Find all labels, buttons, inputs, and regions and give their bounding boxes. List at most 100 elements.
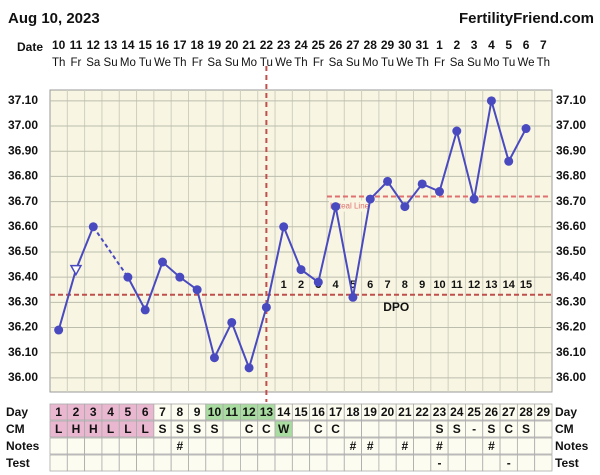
cell-value: 22 (415, 405, 429, 419)
weekday-label: Tu (502, 57, 515, 69)
cell-value: 27 (502, 405, 516, 419)
table-cell (326, 454, 345, 472)
date-label: 30 (398, 38, 412, 52)
table-cell (84, 454, 103, 472)
dpo-label: DPO (383, 300, 409, 314)
date-label: 25 (312, 38, 326, 52)
temperature-point (486, 96, 496, 106)
dpo-number: 9 (419, 279, 425, 291)
cell-value: # (436, 439, 443, 453)
table-cell (188, 437, 207, 455)
date-label: Date (17, 40, 43, 54)
weekday-label: Sa (329, 57, 344, 69)
y-tick-label: 36.50 (8, 244, 38, 258)
dpo-number: 13 (485, 279, 497, 291)
temperature-point (313, 277, 323, 287)
date-label: 29 (381, 38, 395, 52)
weekday-label: Su (225, 57, 239, 69)
temperature-point (296, 265, 306, 275)
table-cell (222, 420, 241, 438)
weekday-label: Sa (450, 57, 465, 69)
date-label: 10 (52, 38, 66, 52)
weekday-label: Th (537, 57, 550, 69)
row-label-right: Notes (555, 439, 589, 453)
table-cell (447, 454, 466, 472)
temperature-point (365, 194, 375, 204)
y-tick-label-right: 36.80 (556, 169, 586, 183)
table-cell (361, 420, 380, 438)
cell-value: 8 (176, 405, 183, 419)
cell-value: 17 (329, 405, 343, 419)
table-cell (291, 454, 311, 472)
table-cell (447, 437, 466, 455)
cell-value: C (331, 422, 340, 436)
y-tick-label-right: 37.10 (556, 93, 586, 107)
y-tick-label: 36.00 (8, 370, 38, 384)
cell-value: 4 (107, 405, 114, 419)
date-label: 2 (453, 38, 460, 52)
y-tick-label-right: 37.00 (556, 118, 586, 132)
y-tick-label-right: 36.40 (556, 269, 586, 283)
cell-value: 19 (364, 405, 378, 419)
date-label: 26 (329, 38, 343, 52)
cell-value: 20 (381, 405, 395, 419)
table-cell (49, 454, 68, 472)
table-cell (378, 420, 397, 438)
cell-value: 10 (208, 405, 222, 419)
y-tick-label: 36.40 (8, 269, 38, 283)
temperature-point-open (69, 264, 83, 277)
cell-value: 21 (398, 405, 412, 419)
dpo-number: 5 (350, 279, 356, 291)
cell-value: S (193, 422, 201, 436)
weekday-label: Su (346, 57, 360, 69)
cell-value: # (350, 439, 357, 453)
dpo-number: 8 (402, 279, 408, 291)
cell-value: C (314, 422, 323, 436)
y-tick-label-right: 36.90 (556, 143, 586, 157)
table-cell (516, 437, 536, 455)
date-label: 7 (540, 38, 547, 52)
cell-value: 11 (225, 405, 238, 419)
date-label: 13 (104, 38, 118, 52)
table-cell (326, 437, 345, 455)
dpo-number: 12 (468, 279, 480, 291)
cell-value: # (488, 439, 495, 453)
table-cell (413, 420, 432, 438)
chart-title: Aug 10, 2023 (8, 10, 100, 27)
weekday-label: Tu (381, 57, 394, 69)
cell-value: 9 (194, 405, 201, 419)
date-label: 23 (277, 38, 291, 52)
table-cell (378, 437, 397, 455)
cell-value: S (435, 422, 443, 436)
row-label: Notes (6, 439, 40, 453)
site-name: FertilityFriend.com (459, 10, 594, 27)
date-label: 11 (70, 38, 83, 52)
cell-value: 25 (467, 405, 481, 419)
date-label: 14 (121, 38, 135, 52)
row-label-right: Day (555, 405, 577, 419)
table-cell (482, 454, 501, 472)
temperature-point (123, 272, 133, 282)
temperature-point (452, 126, 462, 136)
temperature-point (279, 222, 289, 232)
cell-value: S (453, 422, 461, 436)
weekday-label: Fr (71, 57, 82, 69)
cell-value: S (487, 422, 495, 436)
date-label: 18 (190, 38, 204, 52)
weekday-label: We (396, 57, 413, 69)
y-tick-label: 36.80 (8, 169, 38, 183)
date-label: 4 (488, 38, 495, 52)
weekday-label: Fr (313, 57, 324, 69)
table-cell (205, 437, 224, 455)
plot-area (49, 89, 553, 393)
date-label: 20 (225, 38, 239, 52)
dpo-number: 11 (451, 279, 463, 291)
date-label: 21 (242, 38, 256, 52)
cell-value: C (245, 422, 254, 436)
temperature-point (331, 202, 341, 212)
weekday-label: Th (294, 57, 307, 69)
table-cell (413, 454, 432, 472)
temperature-point (521, 124, 531, 134)
y-tick-label: 36.90 (8, 143, 38, 157)
table-cell (274, 437, 293, 455)
